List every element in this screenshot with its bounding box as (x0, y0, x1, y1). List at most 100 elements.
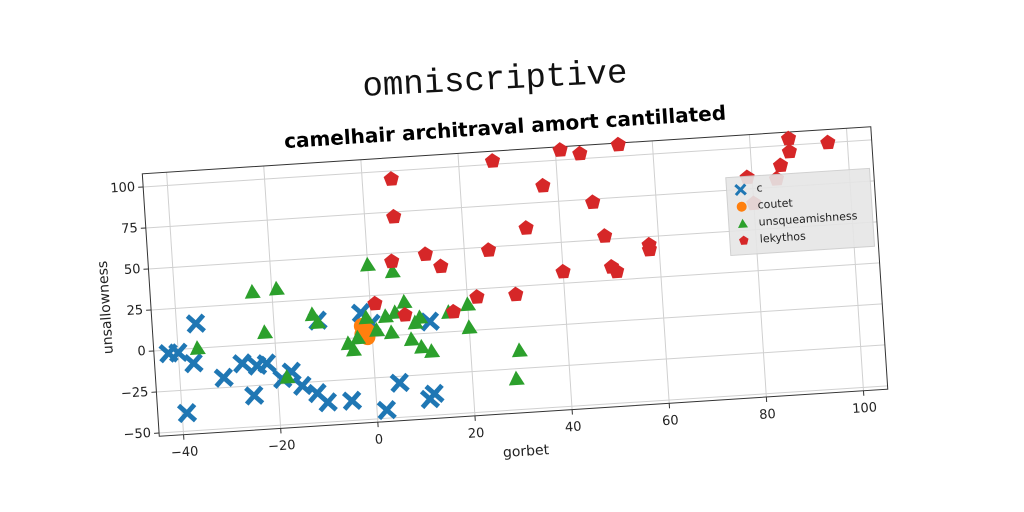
x-tick-label: 0 (374, 432, 383, 448)
marker-x (176, 402, 198, 424)
grid-line (151, 262, 880, 311)
marker-pentagon (484, 153, 501, 168)
marker-pentagon (641, 241, 657, 257)
marker-pentagon (367, 295, 383, 311)
marker-pentagon (508, 286, 524, 302)
marker-x (389, 372, 410, 393)
plot: camelhair architraval amort cantillated … (95, 101, 889, 461)
x-axis-label: gorbet (502, 442, 550, 461)
plot-frame (141, 126, 889, 437)
marker-pentagon (384, 253, 400, 269)
marker-triangle (424, 343, 441, 359)
grid-line (159, 385, 888, 434)
marker-pentagon (781, 143, 797, 159)
marker-x (185, 313, 206, 334)
legend-label: coutet (757, 196, 794, 211)
y-tick-label: 25 (126, 303, 143, 319)
marker-x (376, 399, 397, 421)
marker-x (244, 385, 265, 406)
marker-pentagon (445, 303, 462, 319)
y-axis-label: unsallowness (95, 260, 117, 354)
marker-triangle (738, 218, 749, 228)
legend-label: unsqueamishness (758, 209, 858, 228)
marker-pentagon (386, 208, 402, 224)
marker-triangle (460, 296, 477, 312)
marker-triangle (396, 293, 413, 309)
marker-triangle (508, 370, 525, 386)
marker-pentagon (739, 235, 749, 245)
marker-triangle (461, 319, 478, 335)
y-tick-label: 75 (121, 221, 138, 237)
marker-circle (736, 201, 747, 212)
x-tick-label: 20 (467, 426, 484, 442)
marker-triangle (403, 331, 420, 347)
x-tick-label: 60 (662, 413, 679, 429)
marker-pentagon (518, 220, 534, 235)
marker-x (232, 353, 253, 374)
marker-pentagon (572, 145, 588, 161)
x-tick-label: −20 (268, 438, 296, 455)
chart-title: omniscriptive (362, 55, 629, 107)
marker-pentagon (597, 228, 613, 243)
marker-x (424, 383, 445, 404)
x-tick-label: 80 (759, 407, 776, 423)
marker-x (292, 375, 313, 396)
marker-pentagon (383, 171, 399, 186)
marker-triangle (279, 368, 296, 384)
marker-x (183, 353, 204, 374)
marker-pentagon (480, 242, 497, 258)
marker-triangle (244, 283, 261, 299)
x-tick-label: −40 (171, 444, 199, 461)
marker-pentagon (469, 289, 485, 304)
y-tick-label: 50 (123, 262, 140, 278)
marker-triangle (511, 342, 528, 358)
marker-triangle (257, 324, 274, 340)
marker-triangle (412, 309, 429, 325)
grid-line (153, 303, 883, 352)
grid-line (166, 172, 185, 435)
marker-pentagon (820, 134, 836, 150)
grid-line (143, 139, 872, 188)
marker-pentagon (417, 246, 433, 262)
marker-pentagon (780, 130, 797, 146)
grid-line (554, 147, 573, 410)
x-tick-label: 100 (852, 400, 878, 417)
marker-pentagon (610, 136, 626, 152)
marker-pentagon (585, 194, 601, 210)
grid-line (457, 153, 476, 416)
marker-triangle (189, 340, 206, 356)
marker-triangle (358, 309, 375, 325)
marker-triangle (268, 280, 285, 296)
legend-label: c (756, 181, 763, 194)
marker-triangle (369, 321, 386, 337)
marker-pentagon (397, 306, 413, 322)
y-tick-label: −25 (121, 385, 149, 402)
marker-x (419, 311, 440, 332)
marker-triangle (350, 329, 367, 345)
marker-x (256, 353, 277, 374)
marker-x (341, 390, 363, 411)
marker-pentagon (609, 263, 625, 279)
plot-area (142, 126, 888, 437)
grid-line (360, 159, 379, 423)
legend-box (725, 167, 876, 257)
grid-line (651, 140, 670, 404)
legend-label: lekythos (759, 230, 806, 246)
marker-triangle (360, 256, 377, 272)
marker-x (317, 392, 338, 413)
marker-triangle (378, 308, 394, 324)
y-tick-label: 0 (137, 344, 146, 360)
marker-triangle (414, 338, 431, 354)
marker-triangle (384, 263, 401, 279)
marker-triangle (310, 314, 327, 330)
marker-triangle (346, 341, 363, 357)
marker-pentagon (535, 177, 551, 193)
y-tick-label: −50 (123, 426, 151, 443)
marker-x (734, 183, 747, 197)
y-tick-label: 100 (110, 180, 136, 197)
marker-pentagon (772, 157, 789, 173)
marker-x (213, 367, 234, 388)
marker-pentagon (552, 142, 568, 157)
